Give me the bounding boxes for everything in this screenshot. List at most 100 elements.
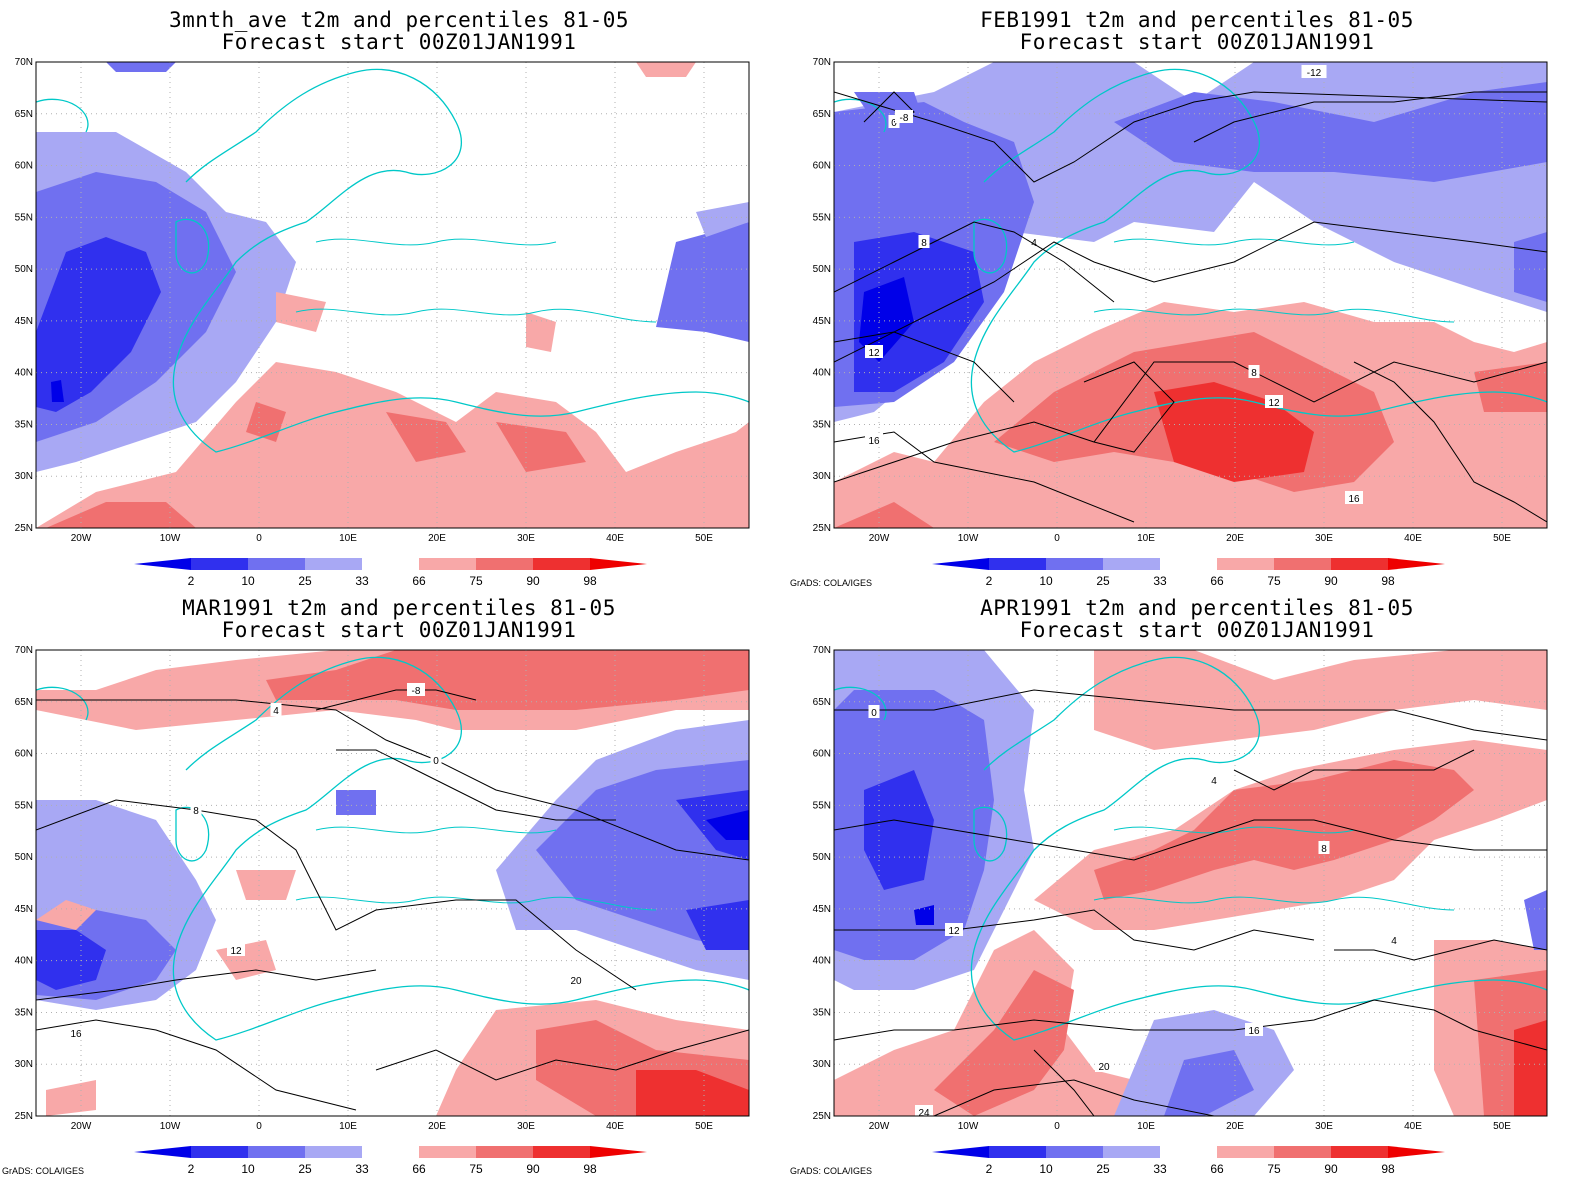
colorbar-label: 75 [469,574,483,588]
grads-credit: GrADS: COLA/IGES [790,1166,873,1176]
colorbar-label: 10 [1039,574,1053,588]
contour-label-bg [430,753,442,766]
longitude-label: 40E [1404,1121,1422,1132]
percentile-region [496,422,586,472]
colorbar-segment [362,558,419,570]
temperature-contour [1033,1049,1095,1116]
colorbar-segment [1217,558,1274,570]
contour-label-bg [567,973,585,986]
contour-label-bg [1248,365,1260,378]
latitude-label: 60N [15,749,33,760]
contour-label: 8 [193,806,199,817]
temperature-contour [834,221,1547,363]
contour-label: 0 [433,756,439,767]
longitude-label: 30E [1315,1121,1333,1132]
latitude-label: 30N [15,471,33,482]
latitude-label: 55N [813,212,831,223]
percentile-region [1524,890,1547,950]
contour-label-bg [67,1026,85,1039]
contour-label: 4 [1031,238,1037,249]
colorbar-segment [533,558,590,570]
latitude-label: 55N [813,800,831,811]
colorbar-label: 10 [1039,1162,1053,1176]
latitude-label: 65N [813,109,831,120]
latitude-label: 45N [15,904,33,915]
latitude-label: 40N [813,368,831,379]
colorbar-segment [1331,1146,1388,1158]
longitude-label: 20E [428,533,446,544]
temperature-contour [315,689,477,711]
latitude-label: 65N [15,697,33,708]
longitude-label: 20W [869,533,890,544]
contour-label-bg [1028,235,1040,248]
colorbar-segment [191,1146,248,1158]
country-border [1113,826,1355,834]
panel-3month-average: 3mnth_ave t2m and percentiles 81-05 Fore… [0,0,798,598]
percentile-region [696,202,749,237]
colorbar-segment [362,1146,419,1158]
colorbar-segment [1160,1146,1217,1158]
latitude-label: 45N [813,904,831,915]
contour-label-bg [227,943,245,956]
colorbar-label: 90 [526,1162,540,1176]
temperature-contour [336,749,616,821]
longitude-label: 0 [1054,1121,1060,1132]
colorbar-label: 98 [583,1162,597,1176]
percentile-region [1474,482,1547,528]
temperature-contour [36,699,749,861]
colorbar-segment [1103,558,1160,570]
shading-layer: 4 8 12 16 20 -8 0 [36,650,749,1116]
longitude-label: 10E [339,1121,357,1132]
map-frame [35,649,750,1117]
temperature-contour [834,221,1115,303]
longitude-label: 20E [1226,533,1244,544]
coastline-british-isles [175,218,210,274]
colorbar-segment [1046,1146,1103,1158]
map-frame [833,61,1548,529]
latitude-label: 55N [15,212,33,223]
contour-label: 0 [871,708,877,719]
colorbar-label: 25 [298,574,312,588]
colorbar-segment [1274,558,1331,570]
longitude-label: 0 [1054,533,1060,544]
contour-label: -8 [412,686,421,697]
latitude-label: 30N [813,1059,831,1070]
latitude-label: 30N [15,1059,33,1070]
temperature-contour [834,909,1315,951]
temperature-contour [1353,361,1547,523]
colorbar-label: 2 [188,574,195,588]
colorbar-segment [305,1146,362,1158]
temperature-contour [834,999,1547,1051]
temperature-contour [36,969,377,1001]
contour-label-bg [1388,933,1400,946]
contour-label: 16 [70,1029,82,1040]
contour-label: 20 [1098,1062,1110,1073]
percentile-region [36,362,749,528]
colorbar-label: 33 [355,574,369,588]
contour-label-bg [868,705,880,718]
colorbar-label: 98 [1381,1162,1395,1176]
percentile-region [1114,82,1547,182]
contour-label: 16 [1348,494,1360,505]
grads-credit: GrADS: COLA/IGES [790,578,873,588]
colorbar-segment [419,558,476,570]
contour-label: 12 [1268,398,1280,409]
percentile-region [1474,362,1547,412]
country-border [1093,308,1455,323]
latitude-label: 50N [15,264,33,275]
colorbar-segment [248,1146,305,1158]
percentile-region [1514,1020,1547,1116]
longitude-label: 30E [517,1121,535,1132]
percentile-region [1094,760,1474,900]
colorbar-label: 2 [188,1162,195,1176]
contour-label: 4 [1211,776,1217,787]
panel-subtitle: Forecast start 00Z01JAN1991 [221,618,577,642]
latitude-label: 35N [813,1007,831,1018]
country-border [1113,238,1355,246]
longitude-label: 20E [1226,1121,1244,1132]
longitude-label: 10W [958,533,979,544]
latitude-label: 60N [15,161,33,172]
contour-label-bg [865,433,883,446]
colorbar-arrow-low [134,558,191,570]
contour-label-bg [1245,1023,1263,1036]
